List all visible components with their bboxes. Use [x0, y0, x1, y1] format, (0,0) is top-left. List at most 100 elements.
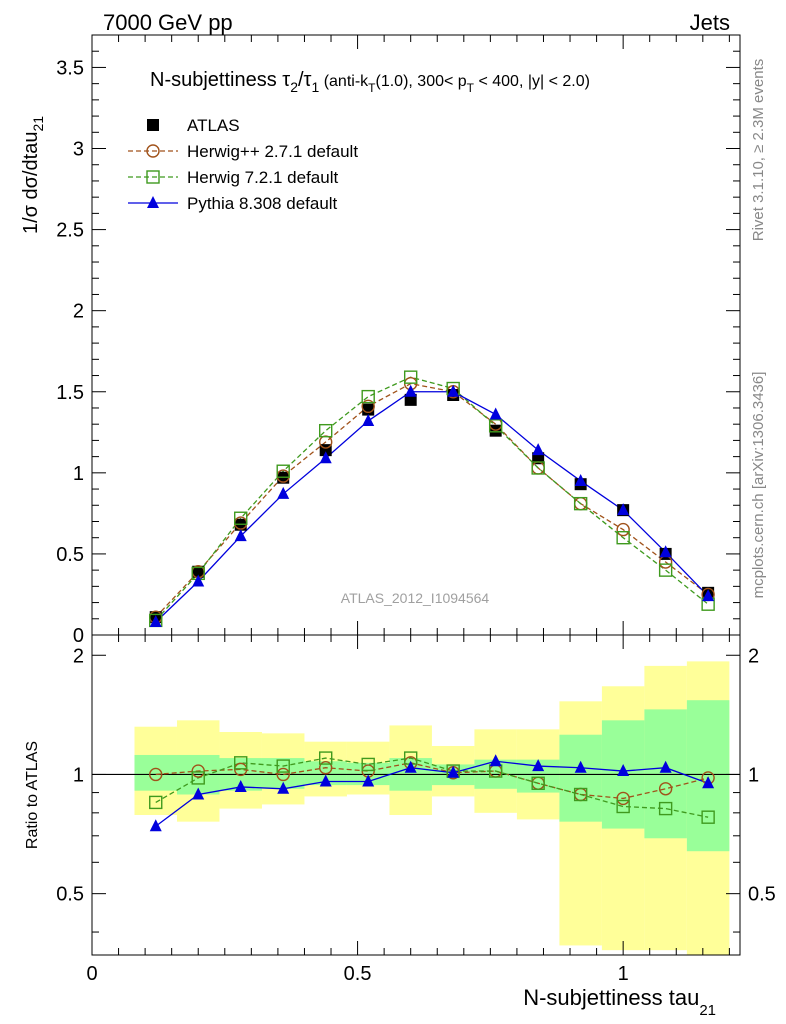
ratio-point-pythia: [277, 781, 290, 794]
category-label: Jets: [690, 10, 730, 35]
x-tick-label: 0: [86, 963, 97, 985]
main-point-herwigpp: [616, 522, 630, 537]
ratio-point-herwig7: [191, 771, 205, 785]
legend-label-pythia: Pythia 8.308 default: [187, 194, 338, 213]
legend-label-herwig7: Herwig 7.2.1 default: [187, 168, 338, 187]
legend-label-atlas: ATLAS: [187, 116, 240, 135]
ratio-line-herwig7: [155, 757, 709, 818]
ratio-line-herwigpp: [155, 762, 709, 800]
axis-ticks: [91, 34, 740, 955]
x-tick-label: 0.5: [344, 963, 372, 985]
ratio-band-inner-10: [559, 734, 602, 822]
main-point-herwig7: [234, 511, 248, 525]
energy-label: 7000 GeV pp: [103, 10, 233, 35]
main-y-tick-label: 2: [73, 301, 84, 323]
ratio-band-inner-0: [134, 754, 177, 791]
main-point-pythia: [617, 503, 630, 516]
ratio-point-herwig7: [573, 787, 588, 802]
main-y-tick-label: 1.5: [56, 382, 84, 404]
ratio-point-herwigpp: [149, 767, 163, 782]
legend-marker-atlas: [147, 119, 159, 131]
ratio-point-pythia: [149, 819, 162, 832]
main-y-tick-label: 3: [73, 139, 84, 161]
ratio-band-inner-12: [644, 709, 687, 839]
ratio-y-tick-label-right: 0.5: [748, 884, 776, 906]
main-point-pythia: [532, 443, 545, 456]
main-point-atlas: [362, 403, 375, 416]
ratio-point-pythia: [532, 759, 545, 772]
ratio-point-pythia: [362, 774, 375, 787]
ratio-point-herwigpp: [658, 782, 673, 796]
legend-marker-pythia: [147, 196, 159, 208]
ratio-point-pythia: [234, 779, 247, 792]
legend-marker-herwigpp: [146, 144, 160, 158]
ratio-y-tick-label-left: 2: [73, 645, 84, 667]
main-point-pythia: [489, 407, 502, 420]
ratio-line-pythia: [155, 760, 709, 827]
main-point-herwig7: [319, 423, 333, 438]
ratio-point-herwig7: [149, 795, 163, 810]
ratio-point-herwig7: [701, 810, 715, 824]
series-markers: [149, 370, 715, 832]
analysis-watermark: ATLAS_2012_I1094564: [341, 590, 490, 606]
main-line-herwigpp: [155, 382, 709, 618]
legend: ATLAS Herwig++ 2.7.1 default Herwig 7.2.1 …: [128, 116, 358, 213]
legend-label-herwigpp: Herwig++ 2.7.1 default: [187, 142, 358, 161]
main-point-pythia: [362, 413, 375, 426]
main-point-herwig7: [403, 370, 418, 384]
main-point-herwigpp: [361, 399, 375, 414]
ratio-point-herwigpp: [191, 764, 205, 778]
ratio-band-inner-13: [686, 700, 730, 852]
x-axis-label: N-subjettiness tau21: [523, 985, 716, 1019]
main-point-atlas: [192, 565, 205, 578]
ratio-point-pythia: [319, 774, 332, 787]
ratio-point-herwig7: [319, 751, 333, 765]
ratio-y-tick-label-left: 0.5: [56, 884, 84, 906]
ratio-point-herwigpp: [276, 767, 290, 782]
ratio-y-tick-label-right: 2: [748, 645, 759, 667]
ratio-point-herwig7: [658, 801, 673, 816]
rivet-version-label: Rivet 3.1.10, ≥ 2.3M events: [750, 59, 767, 242]
mcplots-label: mcplots.cern.ch [arXiv:1306.3436]: [750, 372, 767, 599]
ratio-point-pythia: [617, 764, 630, 777]
main-point-pythia: [574, 473, 587, 486]
main-y-tick-label: 0.5: [56, 544, 84, 566]
ratio-point-pythia: [702, 776, 715, 789]
x-tick-label: 1: [618, 963, 629, 985]
main-point-herwig7: [658, 563, 673, 577]
ratio-point-herwig7: [276, 759, 290, 773]
ratio-point-herwigpp: [319, 761, 333, 775]
ratio-point-pythia: [489, 754, 502, 767]
main-point-herwig7: [488, 419, 503, 433]
series-lines: [155, 376, 709, 827]
main-line-herwig7: [155, 376, 709, 621]
ratio-point-pythia: [192, 787, 205, 800]
ratio-point-herwig7: [361, 757, 375, 772]
ratio-y-tick-label-left: 1: [73, 764, 84, 786]
main-point-pythia: [234, 529, 247, 542]
ratio-point-herwig7: [531, 776, 545, 790]
ratio-y-tick-label-right: 1: [748, 764, 759, 786]
main-point-pythia: [277, 486, 290, 499]
ratio-point-herwig7: [234, 756, 248, 770]
main-y-tick-label: 1: [73, 463, 84, 485]
main-point-herwig7: [573, 496, 588, 511]
axis-tick-labels: 0 0.5 1 0 0.5 1 1.5 2 2.5 3 3.5 0.5 0.5 1 1 2 2: [56, 57, 776, 985]
ratio-uncertainty-bands: [92, 661, 740, 955]
ratio-point-pythia: [404, 760, 417, 773]
ratio-panel-frame: [91, 634, 741, 956]
main-point-pythia: [404, 384, 417, 397]
main-point-pythia: [702, 589, 715, 602]
main-point-pythia: [149, 615, 162, 628]
main-title: N-subjettiness τ2/τ1 (anti-kT(1.0), 300<…: [150, 69, 590, 95]
main-line-pythia: [155, 391, 709, 623]
main-point-pythia: [659, 545, 672, 558]
ratio-point-herwig7: [616, 799, 630, 814]
main-y-tick-label: 0: [73, 625, 84, 647]
ratio-point-pythia: [659, 760, 672, 773]
plot-frames: [91, 34, 741, 956]
main-point-atlas: [532, 452, 545, 465]
main-point-atlas: [404, 393, 417, 406]
main-point-herwig7: [276, 464, 290, 478]
